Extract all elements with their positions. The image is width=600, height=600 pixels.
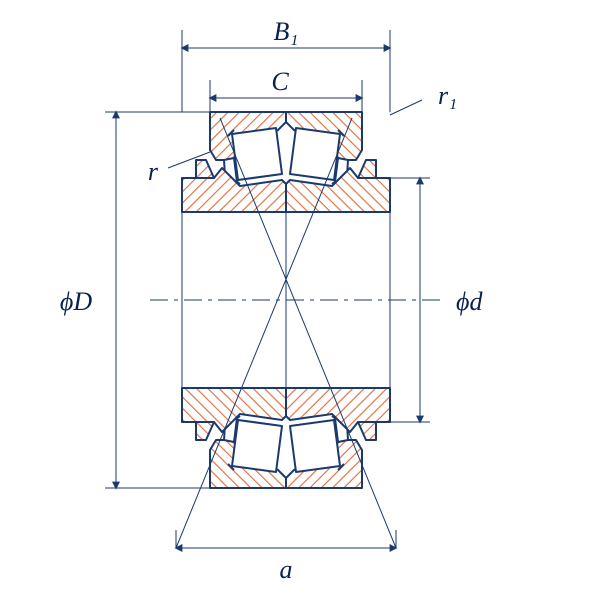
label-phiD: ϕD: [60, 287, 92, 316]
label-B1: B₁: [274, 17, 299, 46]
label-r: r: [148, 157, 159, 186]
label-r1: r₁: [438, 81, 457, 110]
label-C: C: [271, 67, 289, 96]
bearing-diagram: B₁ C r₁ r ϕD ϕd a: [0, 0, 600, 600]
label-a: a: [280, 555, 293, 584]
bearing-quadrant: [182, 112, 286, 212]
label-phid: ϕd: [456, 287, 483, 316]
